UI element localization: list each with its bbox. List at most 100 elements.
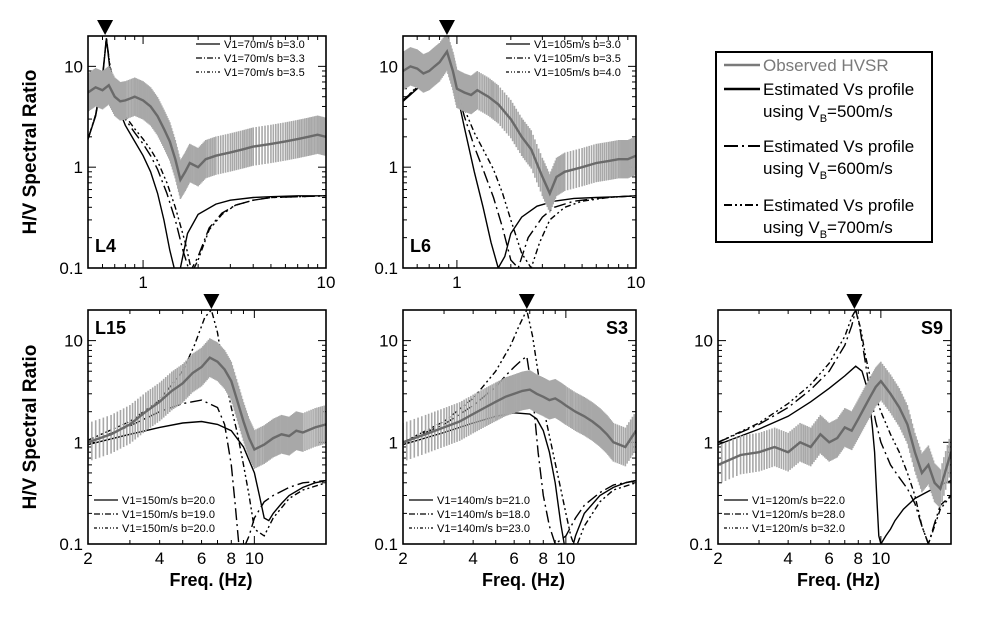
x-tick-label: 10: [317, 273, 336, 292]
observed-hvsr-line: [718, 379, 951, 492]
inset-legend-label: V1=120m/s b=28.0: [752, 509, 845, 521]
plot-frame: [87, 35, 327, 269]
observed-hvsr-line: [403, 388, 636, 449]
inset-legend: V1=105m/s b=3.0 V1=105m/s b=3.5 V1=105m/s …: [506, 39, 621, 79]
inset-legend-label: V1=105m/s b=4.0: [534, 67, 621, 79]
plot-frame: [717, 309, 952, 545]
peak-marker-icon: [438, 20, 455, 35]
y-tick-label: 0.1: [374, 259, 398, 278]
legend-sub-3: B: [820, 229, 827, 241]
inset-legend: V1=70m/s b=3.0 V1=70m/s b=3.3 V1=70m/s b=3…: [196, 39, 305, 79]
series-v1-150m-s-b-20-0-solid: [88, 420, 326, 522]
series-v1-140m-s-b-18-0-dashdot: [403, 355, 636, 544]
x-tick-label: 2: [713, 549, 722, 568]
legend-label-est-3: Estimated Vs profile: [763, 196, 914, 215]
plot-frame: [402, 35, 637, 269]
inset-legend: V1=150m/s b=20.0 V1=150m/s b=19.0 V1=150m/…: [94, 495, 215, 535]
inset-legend-label: V1=150m/s b=19.0: [122, 509, 215, 521]
y-tick-label: 10: [64, 332, 83, 351]
x-axis-label: Freq. (Hz): [482, 570, 565, 590]
x-tick-label: 8: [227, 549, 236, 568]
y-tick-label: 0.1: [374, 535, 398, 554]
legend-sub-2: B: [820, 170, 827, 182]
legend-vb500-value: =500m/s: [827, 102, 893, 121]
x-tick-label: 1: [452, 273, 461, 292]
plot-frame: [402, 309, 637, 545]
series-v1-140m-s-b-23-0-dashdotdot: [403, 310, 636, 544]
panel-s3: 2 4 6 8 10 0.1 1 10 Freq. (Hz) S3 V1=140m/s b=21.0…: [374, 294, 637, 590]
observed-errorbars: [88, 338, 325, 469]
legend-using-3: using V: [763, 218, 820, 237]
x-tick-label: 6: [824, 549, 833, 568]
y-axis-label: H/V Spectral Ratio: [20, 70, 41, 235]
x-tick-label: 10: [627, 273, 646, 292]
series-group: [403, 310, 636, 544]
inset-legend-label: V1=140m/s b=18.0: [437, 509, 530, 521]
legend-using-2: using V: [763, 159, 820, 178]
x-tick-label: 4: [783, 549, 792, 568]
y-tick-label: 1: [389, 433, 398, 452]
panel-label: L4: [95, 236, 116, 256]
legend-label-vb600: using VB=600m/s: [763, 159, 893, 182]
inset-legend-label: V1=70m/s b=3.5: [224, 67, 305, 79]
y-tick-label: 1: [74, 433, 83, 452]
x-tick-label: 10: [556, 549, 575, 568]
x-tick-label: 8: [854, 549, 863, 568]
inset-legend-label: V1=105m/s b=3.0: [534, 39, 621, 51]
y-tick-label: 10: [64, 57, 83, 76]
y-tick-label: 10: [694, 332, 713, 351]
peak-marker-icon: [846, 294, 863, 309]
x-tick-label: 4: [468, 549, 477, 568]
inset-legend-label: V1=120m/s b=32.0: [752, 523, 845, 535]
series-group: [88, 38, 326, 268]
observed-errorbars: [718, 361, 951, 509]
series-v1-120m-s-b-28-0-dashdot: [718, 310, 951, 544]
observed-errorbars: [403, 370, 636, 467]
y-tick-label: 1: [389, 158, 398, 177]
series-v1-70m-s-b-3-3-dashdot: [88, 38, 326, 268]
series-v1-120m-s-b-22-0-solid: [718, 365, 951, 544]
legend-label-vb500: using VB=500m/s: [763, 102, 893, 125]
y-tick-label: 10: [379, 332, 398, 351]
x-tick-label: 4: [155, 549, 164, 568]
inset-legend-label: V1=70m/s b=3.3: [224, 53, 305, 65]
peak-marker-icon: [518, 294, 535, 309]
main-legend: Observed HVSR Estimated Vs profile using…: [715, 51, 933, 243]
peak-marker-icon: [203, 294, 220, 309]
x-axis-label: Freq. (Hz): [170, 570, 253, 590]
panel-label: S9: [921, 318, 943, 338]
x-tick-label: 10: [871, 549, 890, 568]
panel-s9: 2 4 6 8 10 0.1 1 10 Freq. (Hz) S9 V1=120m/s b=22.0…: [689, 294, 952, 590]
inset-legend-label: V1=140m/s b=21.0: [437, 495, 530, 507]
inset-legend: V1=120m/s b=22.0 V1=120m/s b=28.0 V1=120m/…: [724, 495, 845, 535]
series-v1-105m-s-b-4-0-dashdotdot: [403, 36, 636, 268]
inset-legend-label: V1=140m/s b=23.0: [437, 523, 530, 535]
y-tick-label: 1: [704, 433, 713, 452]
observed-hvsr-line: [403, 48, 636, 197]
panel-l15: 2 4 6 8 10 0.1 1 10 H/V Spectral Ratio Freq. (Hz)…: [20, 294, 327, 590]
y-tick-label: 0.1: [59, 259, 83, 278]
x-tick-label: 10: [245, 549, 264, 568]
legend-label-vb700: using VB=700m/s: [763, 218, 893, 241]
panel-label: L15: [95, 318, 126, 338]
series-v1-105m-s-b-3-5-dashdot: [403, 36, 636, 268]
legend-vb600-value: =600m/s: [827, 159, 893, 178]
series-group: [403, 36, 636, 268]
y-tick-label: 10: [379, 57, 398, 76]
legend-using-1: using V: [763, 102, 820, 121]
x-tick-label: 6: [509, 549, 518, 568]
peak-marker-icon: [97, 20, 114, 35]
inset-legend-label: V1=105m/s b=3.5: [534, 53, 621, 65]
panel-label: S3: [606, 318, 628, 338]
plot-frame: [87, 309, 327, 545]
legend-label-est-2: Estimated Vs profile: [763, 137, 914, 156]
series-v1-70m-s-b-3-5-dashdotdot: [88, 38, 326, 268]
y-tick-label: 1: [74, 158, 83, 177]
panel-label: L6: [410, 236, 431, 256]
y-tick-label: 0.1: [59, 535, 83, 554]
inset-legend-label: V1=150m/s b=20.0: [122, 523, 215, 535]
inset-legend-label: V1=70m/s b=3.0: [224, 39, 305, 51]
x-tick-label: 1: [138, 273, 147, 292]
